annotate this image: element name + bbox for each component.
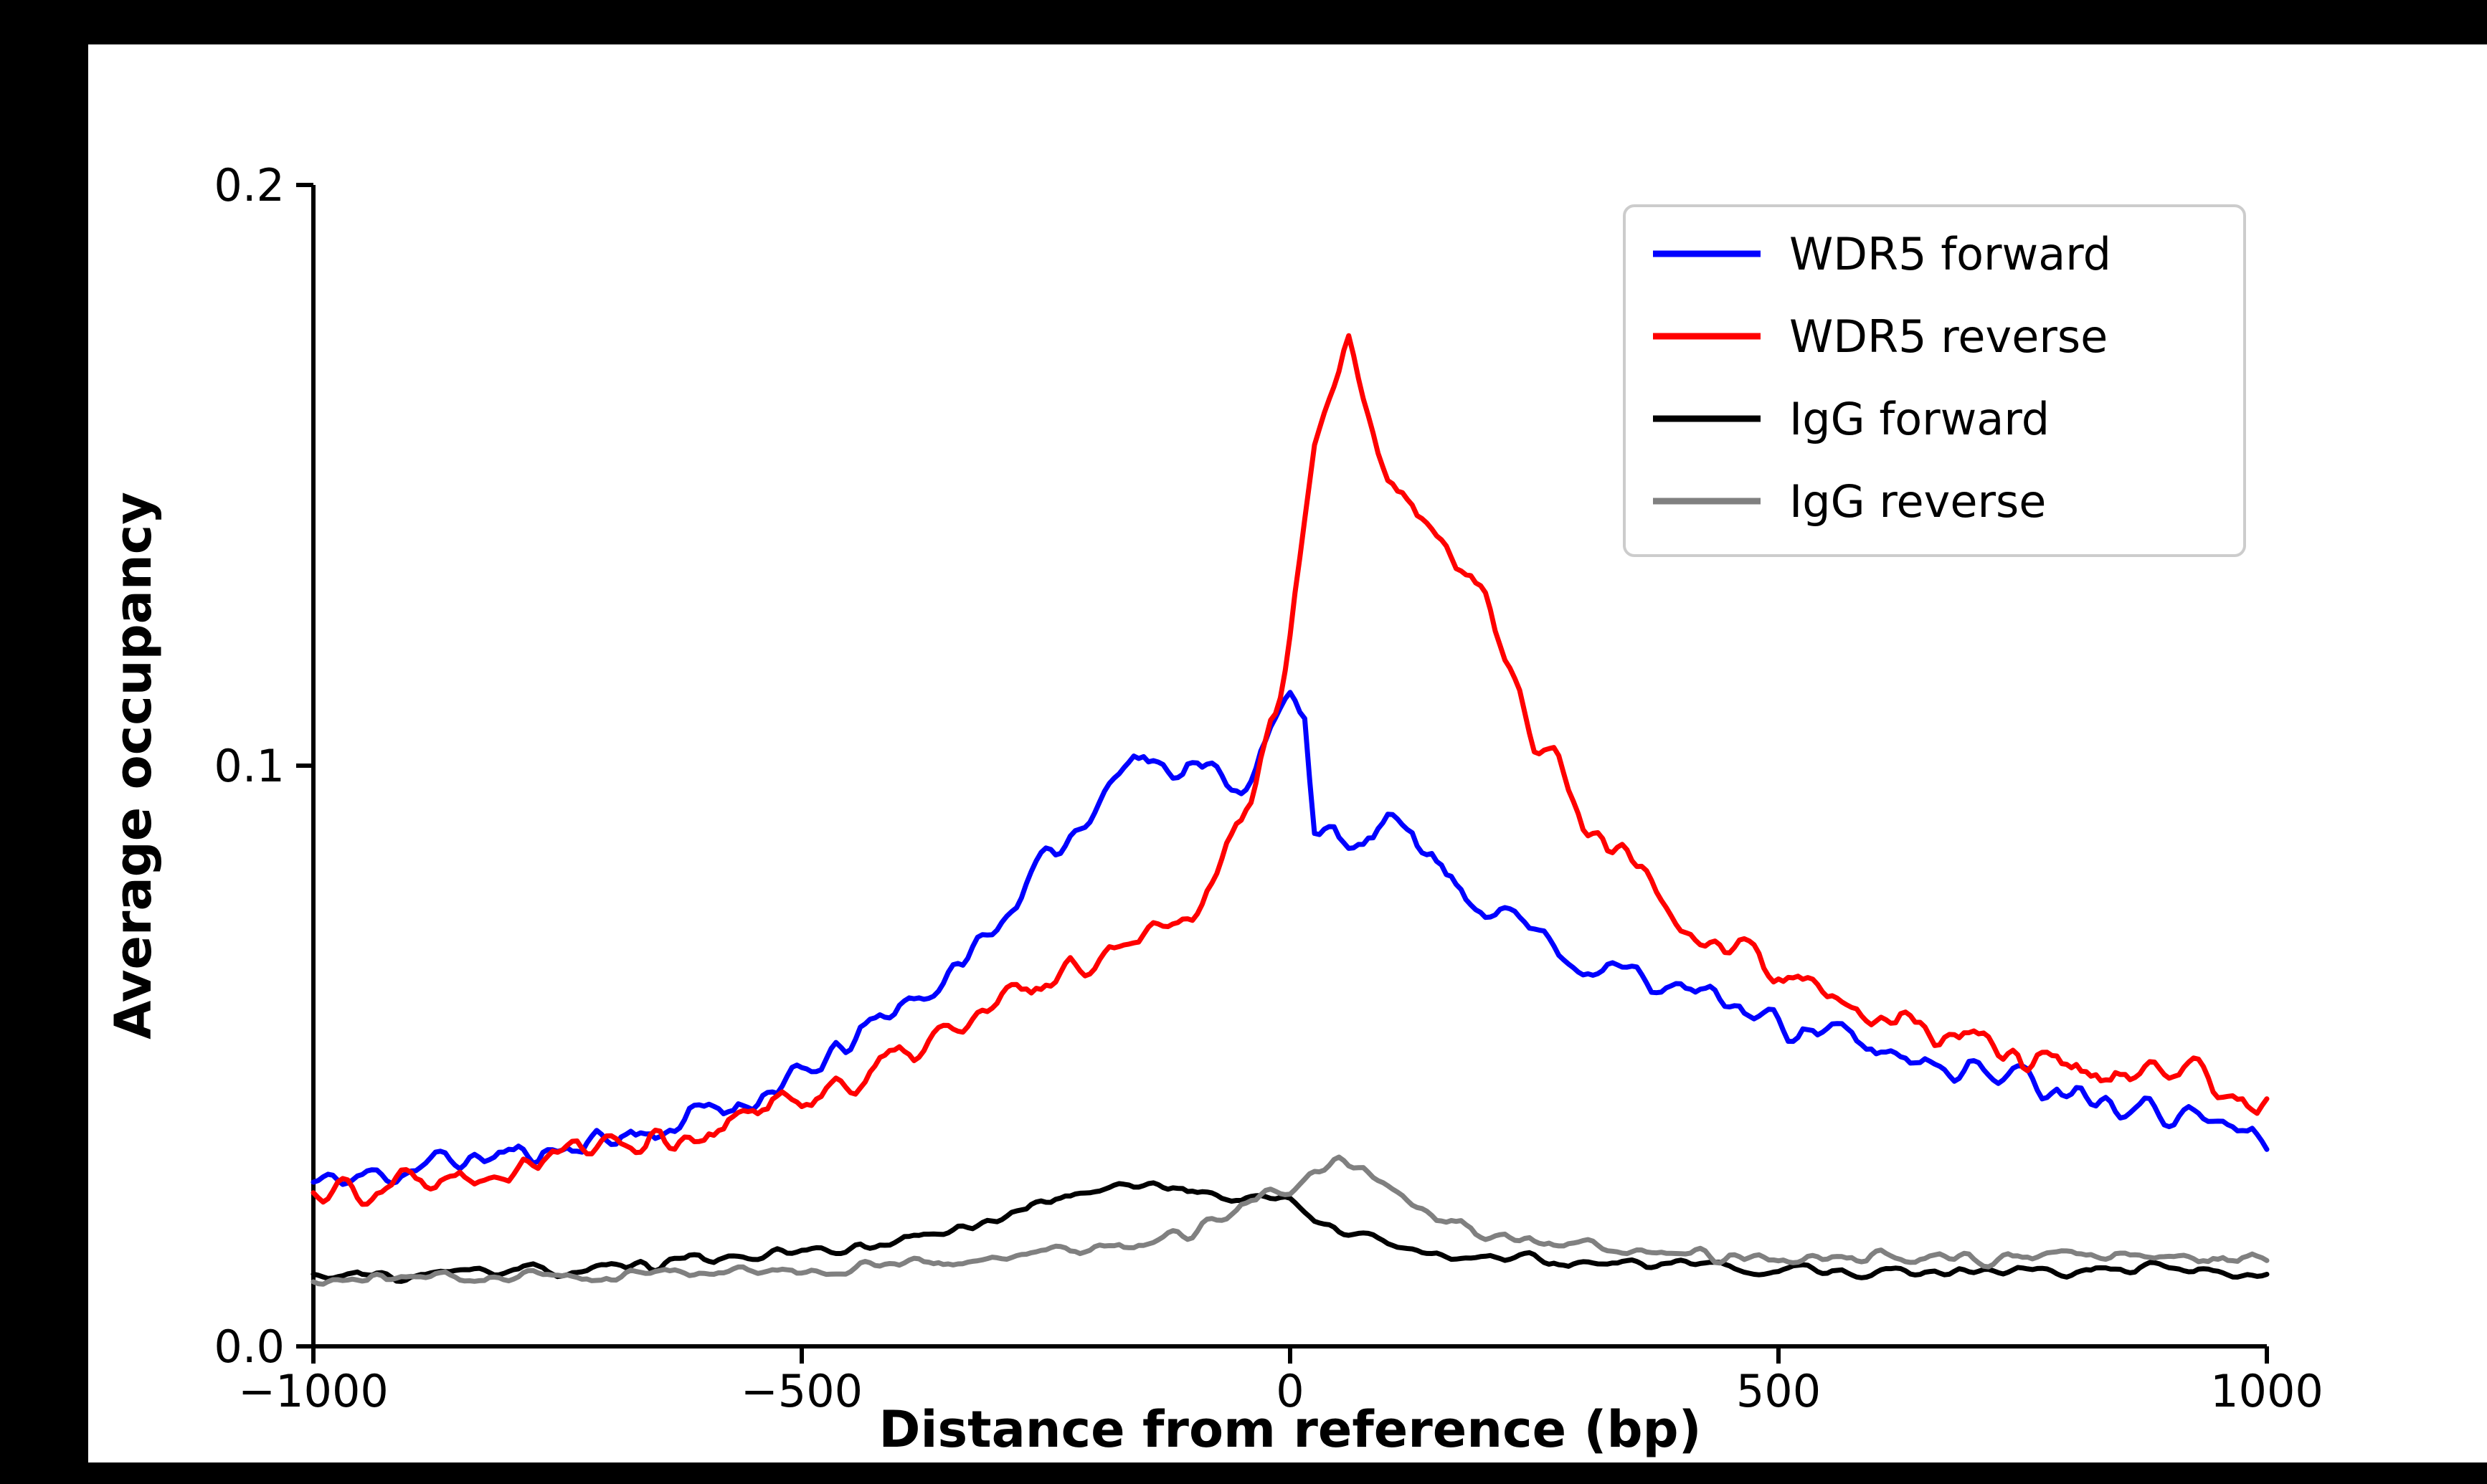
x-axis-label: Distance from reference (bp)	[878, 1400, 1701, 1459]
legend: WDR5 forward WDR5 reverse IgG forward Ig…	[1623, 204, 2246, 557]
legend-item: WDR5 forward	[1653, 228, 2111, 280]
y-tick-label: 0.0	[214, 1321, 285, 1373]
legend-label: IgG forward	[1789, 393, 2050, 445]
series-igg-reverse-line	[311, 1154, 2270, 1287]
legend-label: WDR5 reverse	[1789, 310, 2108, 363]
x-tick-label: 0	[1276, 1365, 1304, 1417]
legend-item: IgG forward	[1653, 393, 2050, 445]
series-lines	[311, 333, 2270, 1287]
x-tick-label: 500	[1736, 1365, 1821, 1417]
series-igg-forward-line	[311, 1180, 2270, 1284]
legend-label: WDR5 forward	[1789, 228, 2111, 280]
axes: 0.0 0.1 0.2 −1000 −500 0 500 1000	[214, 159, 2323, 1417]
legend-item: WDR5 reverse	[1653, 310, 2108, 363]
legend-box	[1623, 204, 2246, 557]
x-tick-label: 1000	[2210, 1365, 2323, 1417]
y-tick-label: 0.2	[214, 159, 285, 211]
x-tick-label: −500	[741, 1365, 863, 1417]
y-tick-label: 0.1	[214, 740, 285, 792]
series-wdr5-forward-line	[311, 690, 2270, 1187]
y-axis-label: Average occupancy	[104, 492, 163, 1040]
y-axis-ticks: 0.0 0.1 0.2	[214, 159, 313, 1373]
series-wdr5-reverse-line	[311, 333, 2270, 1207]
legend-item: IgG reverse	[1653, 475, 2046, 528]
x-axis-ticks: −1000 −500 0 500 1000	[238, 1346, 2323, 1417]
legend-label: IgG reverse	[1789, 475, 2046, 528]
x-tick-label: −1000	[238, 1365, 389, 1417]
